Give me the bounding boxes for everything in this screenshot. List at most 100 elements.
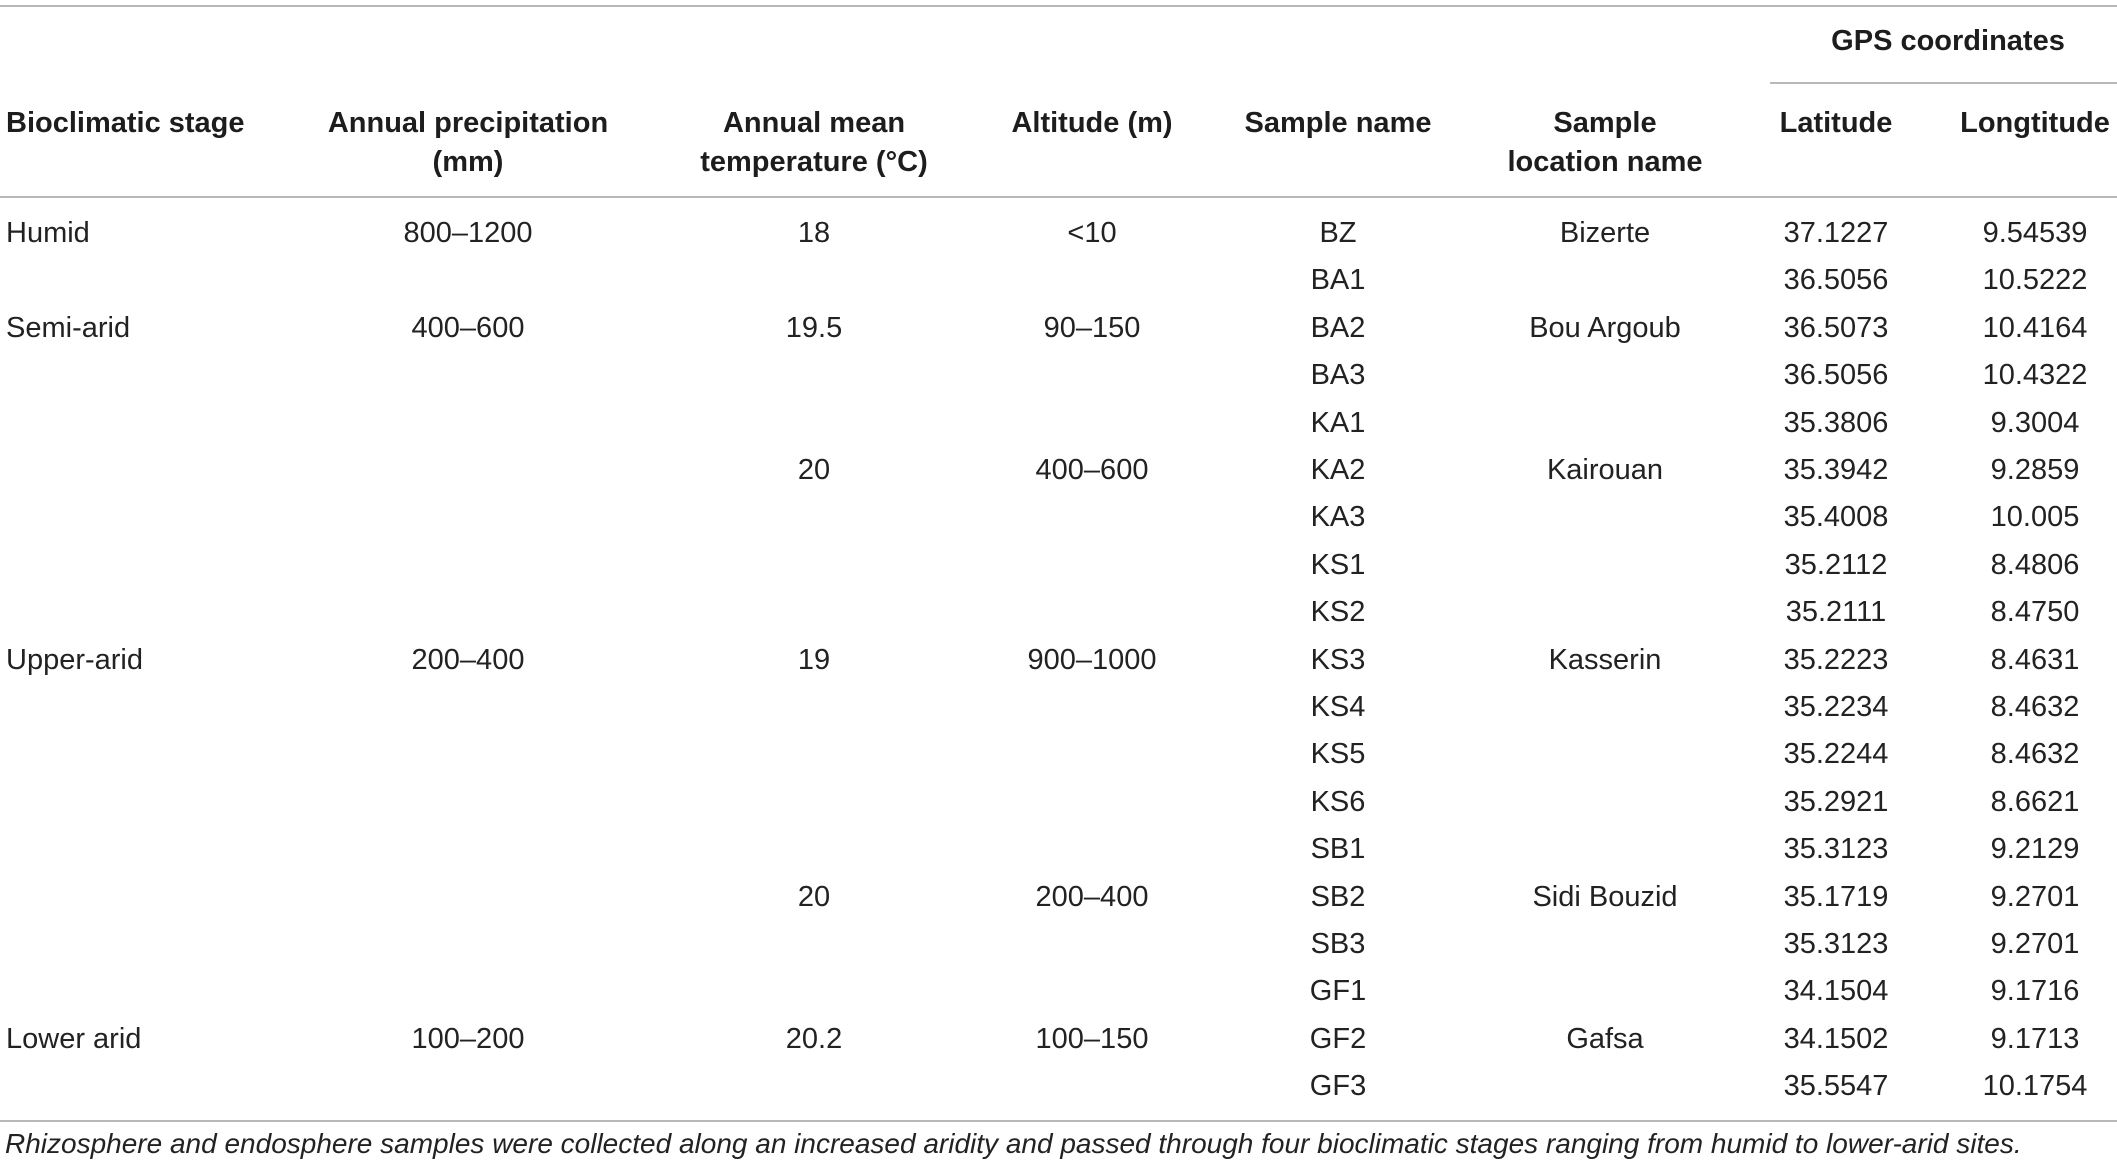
- sample-name-cell: KA2: [1310, 454, 1366, 486]
- longitude-cell: 9.2859: [1990, 454, 2080, 486]
- latitude-cell: 35.3942: [1783, 454, 1889, 486]
- longitude-cell: 8.4632: [1990, 691, 2080, 723]
- longitude-cell: 8.4631: [1990, 644, 2080, 676]
- latitude-cell: 35.2921: [1783, 786, 1889, 818]
- longitude-cell: 8.6621: [1990, 786, 2080, 818]
- latitude-cell: 34.1502: [1783, 1023, 1889, 1055]
- sample-name-cell: SB2: [1310, 881, 1366, 913]
- bioclimatic-stage-cell: Lower arid: [6, 1023, 142, 1055]
- annual-precipitation-cell: 800–1200: [403, 217, 533, 249]
- longitude-cell: 9.1716: [1990, 975, 2080, 1007]
- longitude-cell: 8.4806: [1990, 549, 2080, 581]
- latitude-cell: 37.1227: [1783, 217, 1889, 249]
- annual-mean-temperature-cell: 19.5: [785, 312, 843, 344]
- latitude-cell: 35.3806: [1783, 407, 1889, 439]
- longitude-cell: 9.2701: [1990, 881, 2080, 913]
- longitude-cell: 10.4164: [1982, 312, 2088, 344]
- latitude-cell: 35.2234: [1783, 691, 1889, 723]
- column-header-location: location name: [1507, 146, 1703, 178]
- latitude-cell: 35.4008: [1783, 501, 1889, 533]
- column-header-stage: Bioclimatic stage: [6, 107, 245, 139]
- latitude-cell: 35.1719: [1783, 881, 1889, 913]
- longitude-cell: 9.2129: [1990, 833, 2080, 865]
- sample-name-cell: KS4: [1310, 691, 1366, 723]
- longitude-cell: 10.4322: [1982, 359, 2088, 391]
- sample-name-cell: BA1: [1310, 264, 1366, 296]
- latitude-cell: 35.3123: [1783, 833, 1889, 865]
- annual-precipitation-cell: 200–400: [411, 644, 525, 676]
- altitude-cell: 90–150: [1043, 312, 1141, 344]
- sample-name-cell: KA1: [1310, 407, 1366, 439]
- longitude-cell: 10.005: [1990, 501, 2080, 533]
- latitude-cell: 36.5073: [1783, 312, 1889, 344]
- sample-name-cell: BA3: [1310, 359, 1366, 391]
- column-header-temp: Annual mean: [722, 107, 906, 139]
- column-header-precip: (mm): [432, 146, 504, 178]
- sample-name-cell: GF3: [1309, 1070, 1367, 1102]
- altitude-cell: <10: [1067, 217, 1117, 249]
- gps-group-rule: [1770, 82, 2117, 84]
- bioclimatic-stage-cell: Semi-arid: [6, 312, 131, 344]
- table-caption: Rhizosphere and endosphere samples were …: [5, 1128, 2022, 1159]
- column-header-temp: temperature (°C): [700, 146, 928, 178]
- altitude-cell: 200–400: [1035, 881, 1149, 913]
- sample-location-cell: Kairouan: [1546, 454, 1664, 486]
- annual-mean-temperature-cell: 18: [797, 217, 831, 249]
- latitude-cell: 35.2244: [1783, 738, 1889, 770]
- latitude-cell: 35.2111: [1785, 596, 1887, 628]
- annual-mean-temperature-cell: 20.2: [785, 1023, 843, 1055]
- column-header-location: Sample: [1553, 107, 1657, 139]
- column-header-lon: Longtitude: [1960, 107, 2110, 139]
- sample-location-cell: Bou Argoub: [1529, 312, 1681, 344]
- sample-location-cell: Gafsa: [1566, 1023, 1644, 1055]
- column-header-sample: Sample name: [1244, 107, 1432, 139]
- sample-name-cell: SB1: [1310, 833, 1366, 865]
- annual-precipitation-cell: 100–200: [411, 1023, 525, 1055]
- annual-mean-temperature-cell: 20: [797, 454, 831, 486]
- annual-mean-temperature-cell: 19: [797, 644, 831, 676]
- longitude-cell: 9.1713: [1990, 1023, 2080, 1055]
- altitude-cell: 100–150: [1035, 1023, 1149, 1055]
- longitude-cell: 9.2701: [1990, 928, 2080, 960]
- sample-location-cell: Kasserin: [1548, 644, 1662, 676]
- latitude-cell: 35.2223: [1783, 644, 1889, 676]
- gps-coordinates-header: GPS coordinates: [1831, 25, 2065, 57]
- latitude-cell: 35.2112: [1784, 549, 1888, 581]
- annual-precipitation-cell: 400–600: [411, 312, 525, 344]
- latitude-cell: 35.3123: [1783, 928, 1889, 960]
- longitude-cell: 9.54539: [1982, 217, 2088, 249]
- longitude-cell: 8.4750: [1990, 596, 2080, 628]
- sample-name-cell: BA2: [1310, 312, 1366, 344]
- sample-location-cell: Sidi Bouzid: [1532, 881, 1678, 913]
- column-header-alt: Altitude (m): [1011, 107, 1173, 139]
- annual-mean-temperature-cell: 20: [797, 881, 831, 913]
- sample-location-cell: Bizerte: [1559, 217, 1651, 249]
- sample-name-cell: KS5: [1310, 738, 1366, 770]
- sample-name-cell: KS3: [1310, 644, 1366, 676]
- latitude-cell: 36.5056: [1783, 359, 1889, 391]
- sample-name-cell: KS6: [1310, 786, 1366, 818]
- bottom-rule: [0, 1120, 2117, 1122]
- longitude-cell: 10.1754: [1982, 1070, 2088, 1102]
- sample-name-cell: BZ: [1319, 217, 1357, 249]
- sample-name-cell: GF2: [1309, 1023, 1367, 1055]
- sample-name-cell: SB3: [1310, 928, 1366, 960]
- header-rule: [0, 196, 2117, 198]
- sample-name-cell: KA3: [1310, 501, 1366, 533]
- column-header-lat: Latitude: [1779, 107, 1893, 139]
- longitude-cell: 8.4632: [1990, 738, 2080, 770]
- top-rule: [0, 5, 2117, 7]
- column-header-precip: Annual precipitation: [327, 107, 609, 139]
- longitude-cell: 10.5222: [1982, 264, 2088, 296]
- latitude-cell: 35.5547: [1783, 1070, 1889, 1102]
- latitude-cell: 36.5056: [1783, 264, 1889, 296]
- sample-name-cell: KS1: [1310, 549, 1366, 581]
- altitude-cell: 900–1000: [1027, 644, 1157, 676]
- bioclimatic-stage-cell: Upper-arid: [6, 644, 143, 676]
- latitude-cell: 34.1504: [1783, 975, 1889, 1007]
- altitude-cell: 400–600: [1035, 454, 1149, 486]
- longitude-cell: 9.3004: [1990, 407, 2080, 439]
- bioclimatic-stage-cell: Humid: [6, 217, 90, 249]
- sample-name-cell: GF1: [1309, 975, 1367, 1007]
